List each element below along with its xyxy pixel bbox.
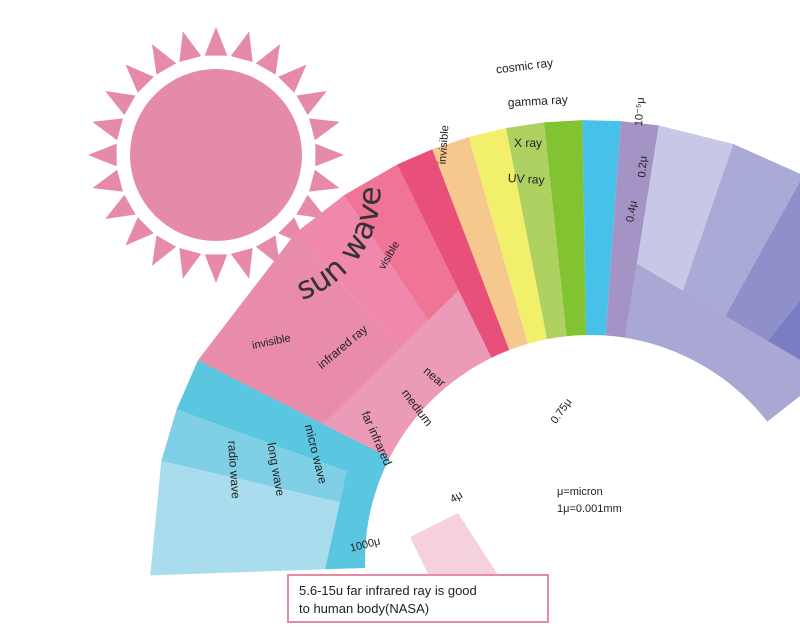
sun-disc: [130, 69, 302, 241]
boundary-0-2: 0.2μ: [636, 156, 649, 178]
sun-ray: [309, 118, 340, 141]
note-line-2: to human body(NASA): [299, 601, 430, 616]
band-infrared-ray: [322, 290, 492, 458]
band-radio-wave: [150, 461, 371, 576]
sun-ray: [105, 91, 136, 116]
pointer-arrow: [410, 513, 500, 578]
band-invisible-bottom: [325, 439, 390, 570]
sun-ray: [179, 31, 202, 62]
sun-ray: [152, 44, 177, 75]
band-red: [397, 149, 510, 358]
label-uv-ray: UV ray: [508, 171, 545, 187]
sun-ray: [278, 64, 307, 93]
fan-inner-edge: [365, 343, 773, 576]
label-gamma-ray: gamma ray: [507, 92, 568, 109]
sun-ray: [255, 44, 280, 75]
band-orange: [432, 137, 528, 350]
sun-ray: [296, 194, 327, 219]
sun-ray: [125, 64, 154, 93]
sun-ray: [88, 143, 117, 167]
note-line-1: 5.6-15u far infrared ray is good: [299, 583, 477, 598]
legend-micron: μ=micron: [557, 486, 603, 498]
label-cosmic-ray: cosmic ray: [495, 56, 554, 77]
sun-ray: [204, 254, 228, 283]
sun-ray: [315, 143, 344, 167]
sun-ray: [92, 118, 123, 141]
band-micro-wave: [176, 360, 390, 484]
boundary-0-4: 0.4μ: [624, 200, 640, 223]
band-blue: [582, 120, 621, 336]
nasa-note-box: 5.6-15u far infrared ray is good to huma…: [287, 574, 549, 623]
label-invisible-top: invisible: [437, 125, 452, 165]
legend-conversion: 1μ=0.001mm: [557, 503, 622, 515]
band-yellow: [468, 128, 548, 344]
sun-ray: [255, 235, 280, 266]
band-invisible-top: [625, 263, 800, 422]
sun-ray: [125, 217, 154, 246]
sun-ray: [296, 91, 327, 116]
spectrum-fan: [150, 120, 800, 576]
band-light-green: [506, 122, 567, 340]
boundary-4: 4μ: [448, 489, 465, 506]
sun-ray: [204, 27, 228, 56]
sun-rays: [88, 27, 344, 283]
sun-ray: [230, 248, 253, 279]
sun-ray: [179, 248, 202, 279]
sun-ray: [105, 194, 136, 219]
sun-ray: [92, 169, 123, 192]
band-violet: [605, 121, 659, 338]
label-radio-wave: radio wave: [225, 440, 243, 499]
band-green: [544, 120, 587, 337]
sun-ray: [309, 169, 340, 192]
sun-ray: [152, 235, 177, 266]
sun-ray: [230, 31, 253, 62]
band-long-wave: [161, 409, 379, 510]
boundary-1e-5: 10⁻⁵μ: [633, 97, 647, 127]
label-x-ray: X ray: [514, 136, 542, 150]
